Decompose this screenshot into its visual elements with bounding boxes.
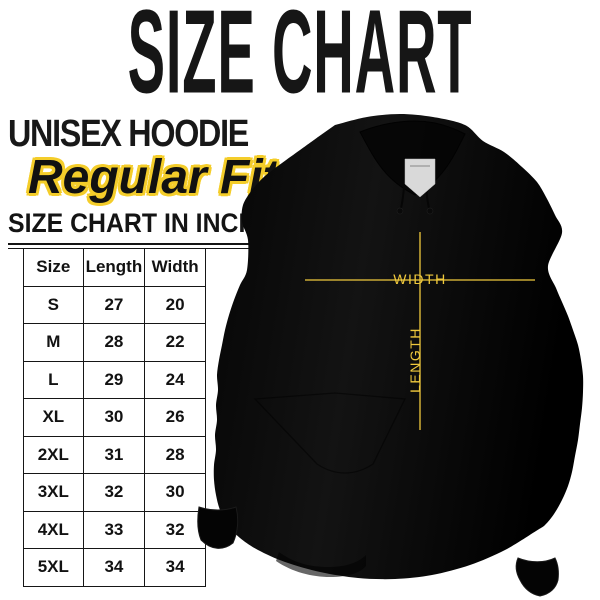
svg-text:LENGTH: LENGTH [407, 327, 423, 393]
svg-text:WIDTH: WIDTH [393, 271, 446, 287]
